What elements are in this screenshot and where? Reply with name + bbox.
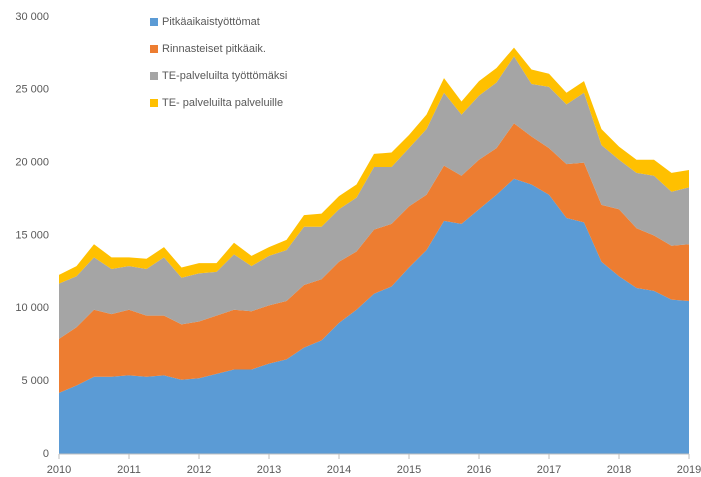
area bbox=[59, 47, 689, 284]
x-tick-label: 2013 bbox=[257, 464, 281, 476]
x-tick-label: 2012 bbox=[187, 464, 211, 476]
y-tick-label: 5 000 bbox=[21, 375, 49, 387]
legend-label: TE-palveluilta työttömäksi bbox=[162, 70, 287, 82]
legend-label: TE- palveluilta palveluille bbox=[162, 97, 283, 109]
legend-swatch bbox=[150, 72, 158, 80]
legend-label: Rinnasteiset pitkäaik. bbox=[162, 43, 266, 55]
y-tick-label: 15 000 bbox=[15, 229, 49, 241]
y-tick-label: 0 bbox=[43, 448, 49, 460]
y-tick-label: 10 000 bbox=[15, 302, 49, 314]
legend-swatch bbox=[150, 45, 158, 53]
x-tick-label: 2014 bbox=[327, 464, 351, 476]
y-tick-label: 25 000 bbox=[15, 84, 49, 96]
legend-swatch bbox=[150, 18, 158, 26]
x-tick-label: 2019 bbox=[677, 464, 701, 476]
x-tick-label: 2016 bbox=[467, 464, 491, 476]
area bbox=[59, 178, 689, 454]
x-tick-label: 2015 bbox=[397, 464, 421, 476]
legend-swatch bbox=[150, 99, 158, 107]
y-tick-label: 20 000 bbox=[15, 157, 49, 169]
x-tick-label: 2018 bbox=[607, 464, 631, 476]
area bbox=[59, 123, 689, 393]
x-tick-label: 2017 bbox=[537, 464, 561, 476]
area bbox=[59, 56, 689, 339]
x-tick-label: 2010 bbox=[47, 464, 71, 476]
x-tick-label: 2011 bbox=[117, 464, 141, 476]
y-tick-label: 30 000 bbox=[15, 11, 49, 23]
legend-label: Pitkäaikaistyöttömat bbox=[162, 16, 260, 28]
